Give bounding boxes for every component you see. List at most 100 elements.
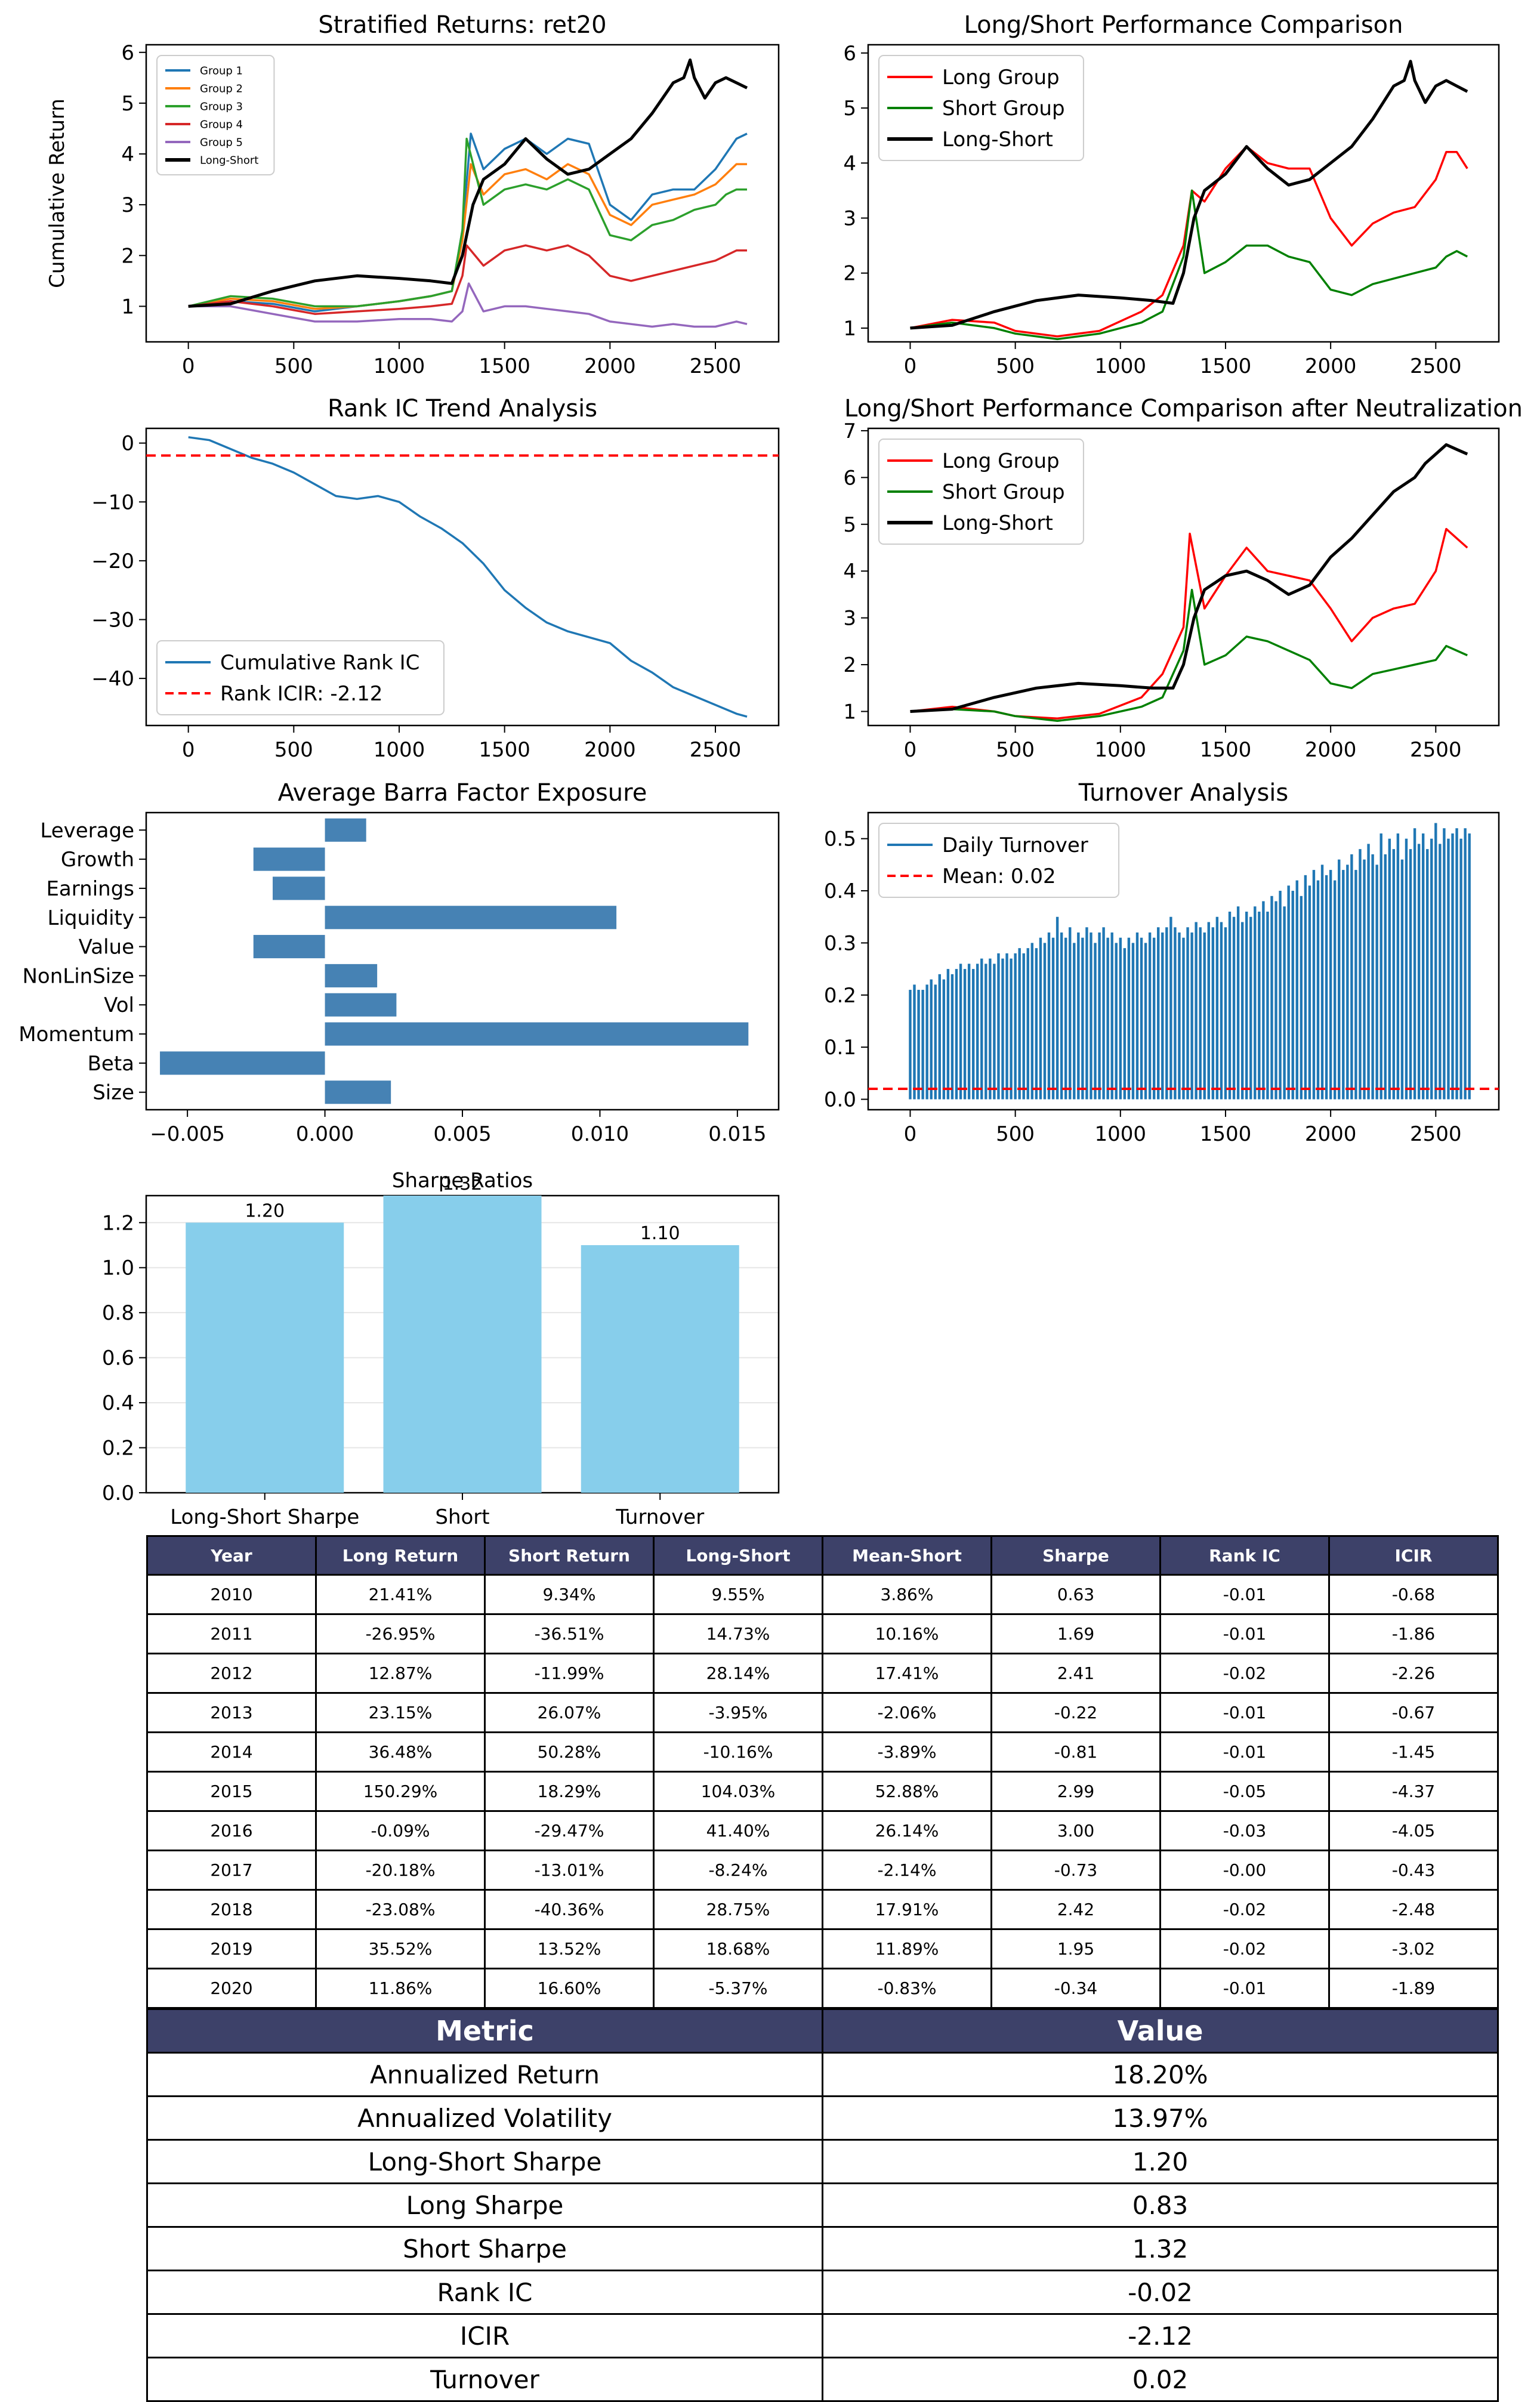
x-tick-label: 2500 <box>690 738 742 762</box>
metrics-table-cell: -2.12 <box>822 2313 1499 2358</box>
turnover-bar <box>1371 854 1374 1100</box>
y-tick-label: 0.6 <box>102 1347 134 1370</box>
turnover-bar <box>1240 922 1244 1100</box>
yearly-table-cell: -2.06% <box>822 1692 992 1733</box>
yearly-table-cell: -0.01 <box>1159 1613 1330 1654</box>
turnover-bar <box>1232 916 1236 1100</box>
yearly-table-cell: -0.01 <box>1159 1731 1330 1773</box>
x-tick-label: 2000 <box>584 738 636 762</box>
yearly-table-cell: 18.29% <box>484 1771 655 1812</box>
y-tick-label: 2 <box>121 244 134 268</box>
turnover-bar <box>1005 953 1008 1100</box>
x-tick-label: 1000 <box>1095 738 1147 762</box>
x-tick-label: 2000 <box>1305 354 1357 378</box>
yearly-table-header-cell: Long-Short <box>653 1535 823 1576</box>
metrics-table-cell: 13.97% <box>822 2095 1499 2141</box>
turnover-bar <box>1022 953 1025 1100</box>
category-label: Liquidity <box>48 906 134 930</box>
turnover-bar <box>1056 916 1059 1100</box>
series-line-group-3 <box>188 137 747 308</box>
turnover-bar <box>1363 859 1366 1100</box>
turnover-bar <box>1085 927 1088 1100</box>
turnover-bar <box>1396 833 1400 1100</box>
legend-label: Rank ICIR: -2.12 <box>220 682 382 706</box>
turnover-bar <box>1152 937 1156 1100</box>
bar-vol <box>325 993 397 1017</box>
yearly-table-row: 2015 150.29% 18.29% 104.03% 52.88% 2.99 -0.05-… <box>146 1771 1499 1812</box>
turnover-bar <box>1182 937 1185 1100</box>
yearly-table-cell: -8.24% <box>653 1850 823 1891</box>
category-label: Growth <box>61 848 134 872</box>
y-tick-label: 0.4 <box>824 879 856 903</box>
turnover-bar <box>1051 937 1055 1100</box>
turnover-bar <box>909 990 912 1100</box>
yearly-table-cell: 23.15% <box>315 1692 486 1733</box>
turnover-bar <box>1367 844 1370 1100</box>
turnover-bar <box>1266 912 1269 1100</box>
turnover-bar <box>1190 932 1193 1100</box>
legend: Group 1 Group 2 Group 3 Group 4 Group 5 Long-… <box>156 55 275 175</box>
metrics-table-row: Turnover 0.02 <box>146 2357 1499 2402</box>
turnover-bar <box>1135 932 1139 1100</box>
metrics-table-header-cell: Value <box>822 2008 1499 2054</box>
category-label: Beta <box>88 1052 134 1076</box>
yearly-table-cell: -5.37% <box>653 1968 823 2009</box>
legend-label: Group 3 <box>200 100 243 113</box>
legend-label: Daily Turnover <box>942 833 1088 857</box>
turnover-bar <box>1043 943 1047 1100</box>
yearly-table-cell: -4.05 <box>1328 1810 1499 1851</box>
yearly-table-header-cell: Long Return <box>315 1535 486 1576</box>
turnover-bar <box>1320 865 1324 1100</box>
yearly-table-cell: 35.52% <box>315 1928 486 1969</box>
chart-title: Rank IC Trend Analysis <box>328 395 597 422</box>
x-tick-label: 2000 <box>1305 1122 1357 1146</box>
yearly-table-cell: 17.41% <box>822 1653 992 1694</box>
legend-frame <box>156 640 445 715</box>
turnover-bar <box>1405 838 1408 1100</box>
turnover-bar <box>1258 912 1261 1100</box>
x-tick-label: 500 <box>996 1122 1035 1146</box>
x-tick-label: 0.015 <box>708 1122 766 1146</box>
turnover-bar <box>989 958 992 1100</box>
turnover-bar <box>1195 922 1198 1100</box>
yearly-table-cell: 2010 <box>146 1574 317 1615</box>
y-tick-label: 0.0 <box>824 1088 856 1112</box>
turnover-bar <box>1274 901 1277 1100</box>
yearly-table-header-cell: Mean-Short <box>822 1535 992 1576</box>
turnover-bar <box>1186 927 1189 1100</box>
yearly-table-header-cell: Year <box>146 1535 317 1576</box>
turnover-bar <box>1379 833 1382 1100</box>
metrics-table-cell: Short Sharpe <box>146 2226 823 2271</box>
legend: Long Group Short Group Long-Short <box>878 439 1084 545</box>
turnover-bar <box>1426 849 1429 1100</box>
yearly-table-cell: 2.99 <box>990 1771 1161 1812</box>
bar-liquidity <box>325 906 617 930</box>
yearly-table-cell: 0.63 <box>990 1574 1161 1615</box>
bar-long-short-sharpe <box>186 1222 344 1493</box>
legend: Cumulative Rank IC Rank ICIR: -2.12 <box>156 640 445 715</box>
legend-frame <box>156 55 275 175</box>
y-tick-label: 1 <box>121 295 134 319</box>
turnover-bar <box>1060 932 1063 1100</box>
yearly-table-cell: 2.41 <box>990 1653 1161 1694</box>
x-tick-label: 500 <box>274 738 313 762</box>
legend-label: Long-Short <box>942 511 1053 535</box>
yearly-table-cell: -0.01 <box>1159 1968 1330 2009</box>
turnover-bar <box>1392 849 1396 1100</box>
yearly-table-cell: 26.14% <box>822 1810 992 1851</box>
turnover-bar <box>1035 948 1038 1100</box>
y-tick-label: −10 <box>91 490 134 514</box>
yearly-table-row: 2017 -20.18% -13.01% -8.24% -2.14% -0.73 -0.00… <box>146 1850 1499 1891</box>
series-line-long-short <box>910 443 1468 713</box>
yearly-table-cell: 10.16% <box>822 1613 992 1654</box>
yearly-table-cell: 2011 <box>146 1613 317 1654</box>
y-tick-label: 4 <box>843 152 856 175</box>
legend-label: Group 5 <box>200 136 243 149</box>
yearly-table-cell: 2014 <box>146 1731 317 1773</box>
yearly-table-cell: -0.43 <box>1328 1850 1499 1891</box>
turnover-bar <box>1459 838 1462 1100</box>
turnover-bar <box>967 964 971 1100</box>
turnover-bar <box>1224 927 1227 1100</box>
yearly-table-cell: 13.52% <box>484 1928 655 1969</box>
turnover-bar <box>1211 927 1215 1100</box>
